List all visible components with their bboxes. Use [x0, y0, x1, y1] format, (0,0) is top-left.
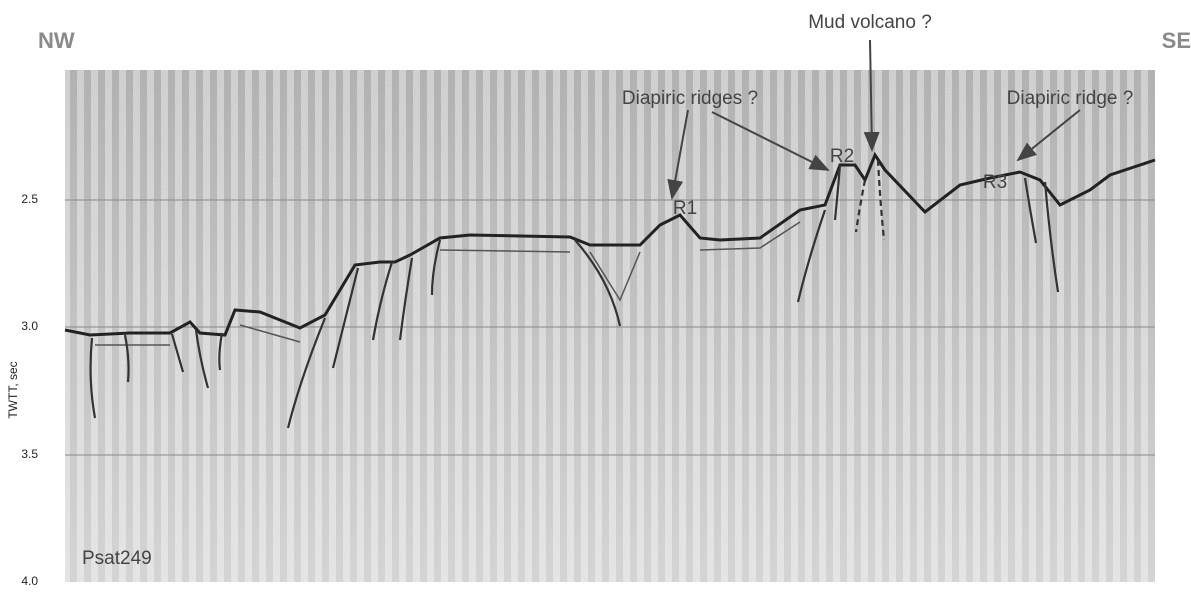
- ridge-label: R3: [983, 172, 1007, 193]
- seismic-panel: [64, 39, 1156, 582]
- annotation: Diapiric ridges ?: [622, 88, 758, 109]
- direction-right: SE: [1162, 28, 1191, 53]
- y-tick-label: 2.5: [21, 192, 38, 206]
- y-tick-label: 4.0: [21, 574, 38, 588]
- profile-name: Psat249: [82, 548, 152, 569]
- y-tick-label: 3.0: [21, 319, 38, 333]
- annotation: Mud volcano ?: [808, 12, 932, 33]
- y-axis-label: TWTT, sec: [6, 361, 20, 418]
- faults: [89, 159, 1060, 429]
- annotation: Diapiric ridge ?: [1007, 88, 1134, 109]
- annotation-arrows: [667, 39, 1081, 200]
- ridge-label: R2: [830, 146, 854, 167]
- y-tick-label: 3.5: [21, 447, 38, 461]
- ridge-label: R1: [673, 198, 697, 219]
- direction-left: NW: [38, 28, 75, 53]
- seafloor-reflector: [64, 151, 1156, 337]
